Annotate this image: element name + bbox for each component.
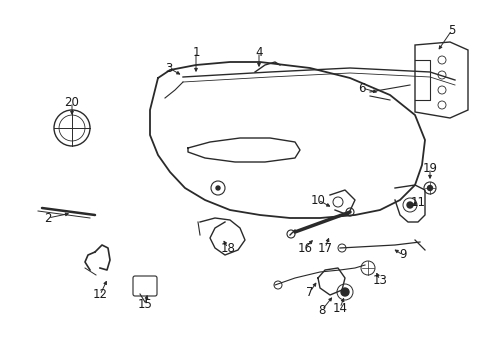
Text: 10: 10 (310, 194, 325, 207)
Text: 3: 3 (165, 62, 172, 75)
Text: 19: 19 (422, 162, 437, 175)
Text: 1: 1 (192, 45, 199, 58)
Text: 13: 13 (372, 274, 386, 287)
Text: 12: 12 (92, 288, 107, 302)
Text: 5: 5 (447, 23, 455, 36)
Circle shape (427, 185, 431, 190)
Text: 6: 6 (358, 81, 365, 94)
Text: 16: 16 (297, 242, 312, 255)
Text: 9: 9 (398, 248, 406, 261)
Text: 20: 20 (64, 95, 79, 108)
Text: 18: 18 (220, 242, 235, 255)
Text: 7: 7 (305, 285, 313, 298)
Circle shape (216, 186, 220, 190)
Text: 8: 8 (318, 303, 325, 316)
Text: 17: 17 (317, 242, 332, 255)
Circle shape (406, 202, 412, 208)
Circle shape (340, 288, 348, 296)
Text: 14: 14 (332, 302, 347, 315)
Text: 15: 15 (137, 298, 152, 311)
Text: 2: 2 (44, 211, 52, 225)
Text: 11: 11 (409, 195, 425, 208)
Text: 4: 4 (255, 45, 262, 58)
